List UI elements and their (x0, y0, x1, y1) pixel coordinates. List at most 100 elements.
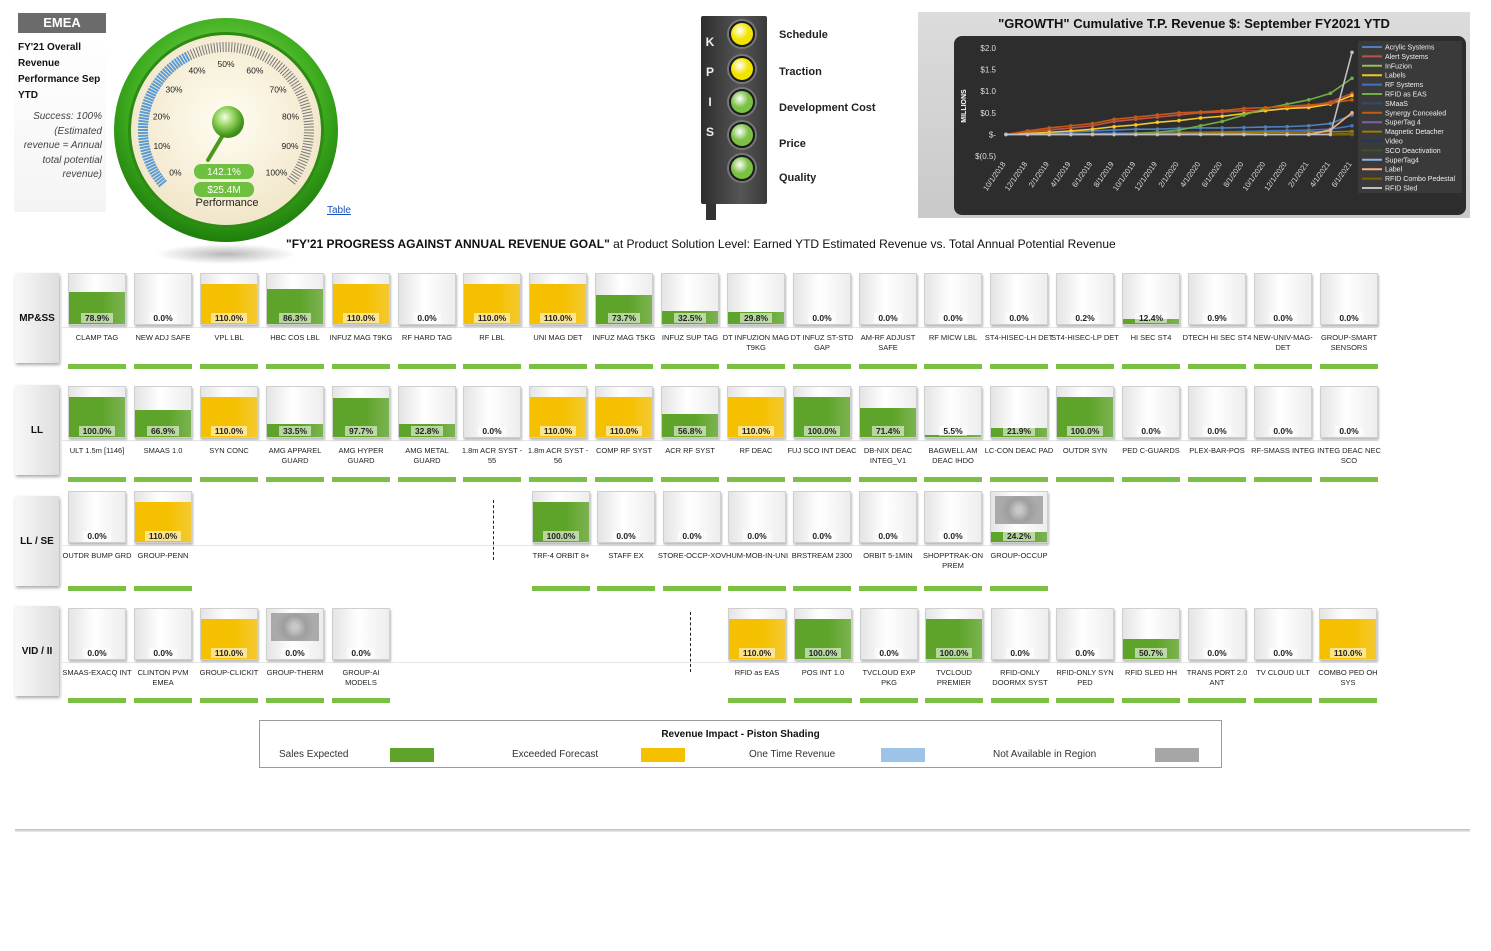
status-bar (1254, 698, 1312, 703)
status-bar (924, 586, 982, 591)
product-tile[interactable]: 0.0% (1320, 273, 1378, 325)
product-tile[interactable]: 110.0% (529, 273, 587, 325)
product-tile[interactable]: 100.0% (68, 386, 126, 438)
product-tile[interactable]: 0.0% (859, 273, 917, 325)
tile-label: INFUZ MAG T5KG (592, 333, 656, 342)
product-tile[interactable]: 0.0% (1254, 386, 1312, 438)
status-bar (200, 477, 258, 482)
product-tile[interactable]: 100.0% (1056, 386, 1114, 438)
product-tile[interactable]: 0.0% (398, 273, 456, 325)
chart-xtick: 6/1/2019 (1070, 160, 1094, 189)
tile-percent: 0.0% (874, 531, 902, 541)
product-tile[interactable]: 71.4% (859, 386, 917, 438)
product-tile[interactable]: 66.9% (134, 386, 192, 438)
chart-point (1112, 117, 1116, 122)
chart-legend-entry: SCO Deactivation (1385, 148, 1441, 155)
product-tile[interactable]: 0.0% (332, 608, 390, 660)
status-bar (990, 364, 1048, 369)
product-tile[interactable]: 0.0% (924, 273, 982, 325)
product-tile[interactable]: 110.0% (332, 273, 390, 325)
product-tile[interactable]: 0.0% (1188, 386, 1246, 438)
product-tile[interactable]: 110.0% (200, 608, 258, 660)
kpi-light-schedule (729, 21, 755, 47)
chart-point (1047, 132, 1052, 137)
product-tile[interactable]: 0.0% (463, 386, 521, 438)
table-link[interactable]: Table (327, 205, 351, 216)
product-tile[interactable]: 110.0% (1319, 608, 1377, 660)
legend-swatch (1155, 748, 1199, 762)
product-tile[interactable]: 5.5% (924, 386, 982, 438)
tile-label: DB-NIX DEAC INTEG_V1 (863, 446, 913, 465)
product-tile[interactable]: 0.0% (990, 273, 1048, 325)
chart-legend-entry: SuperTag4 (1385, 157, 1419, 164)
chart-point (1177, 128, 1181, 132)
product-tile[interactable]: 50.7% (1122, 608, 1180, 660)
product-tile[interactable]: 78.9% (68, 273, 126, 325)
product-tile[interactable]: 0.0% (68, 608, 126, 660)
product-tile[interactable]: 100.0% (532, 491, 590, 543)
product-tile[interactable]: 110.0% (463, 273, 521, 325)
product-tile[interactable]: 110.0% (200, 386, 258, 438)
tile-percent: 100.0% (935, 648, 973, 658)
product-tile[interactable]: 0.0% (134, 273, 192, 325)
product-tile[interactable]: 110.0% (529, 386, 587, 438)
product-tile[interactable]: 0.0% (793, 491, 851, 543)
gauge-tick-label: 100% (266, 167, 288, 177)
product-tile[interactable]: 0.0% (1188, 608, 1246, 660)
product-tile[interactable]: 24.2% (990, 491, 1048, 543)
not-available-pattern (271, 613, 319, 641)
product-tile[interactable]: 33.5% (266, 386, 324, 438)
product-tile[interactable]: 97.7% (332, 386, 390, 438)
product-tile[interactable]: 110.0% (134, 491, 192, 543)
kpi-label: Quality (779, 172, 817, 184)
gauge-value-amt: $25.4M (207, 185, 240, 196)
product-tile[interactable]: 0.0% (793, 273, 851, 325)
product-tile[interactable]: 0.0% (924, 491, 982, 543)
product-tile[interactable]: 110.0% (200, 273, 258, 325)
tile-percent: 0.0% (1071, 648, 1099, 658)
product-tile[interactable]: 0.0% (134, 608, 192, 660)
status-bar (793, 586, 851, 591)
gauge-label: Performance (196, 197, 259, 209)
product-tile[interactable]: 0.0% (728, 491, 786, 543)
status-bar (924, 364, 982, 369)
tile-label: RF LBL (479, 333, 505, 342)
product-tile[interactable]: 0.0% (860, 608, 918, 660)
chart-point (1328, 121, 1333, 126)
product-tile[interactable]: 56.8% (661, 386, 719, 438)
product-tile[interactable]: 0.0% (1254, 273, 1312, 325)
product-tile[interactable]: 110.0% (595, 386, 653, 438)
product-tile[interactable]: 73.7% (595, 273, 653, 325)
tile-label: GROUP-SMART SENSORS (1320, 333, 1378, 352)
product-tile[interactable]: 29.8% (727, 273, 785, 325)
tile-label: FUJ SCO INT DEAC (787, 446, 857, 455)
status-bar (398, 477, 456, 482)
product-tile[interactable]: 100.0% (925, 608, 983, 660)
product-tile[interactable]: 86.3% (266, 273, 324, 325)
product-tile[interactable]: 0.0% (1056, 608, 1114, 660)
product-tile[interactable]: 0.9% (1188, 273, 1246, 325)
product-tile[interactable]: 0.0% (266, 608, 324, 660)
status-bar (859, 364, 917, 369)
product-tile[interactable]: 0.0% (663, 491, 721, 543)
product-tile[interactable]: 21.9% (990, 386, 1048, 438)
product-tile[interactable]: 0.0% (1254, 608, 1312, 660)
product-tile[interactable]: 0.0% (1320, 386, 1378, 438)
product-tile[interactable]: 0.0% (991, 608, 1049, 660)
chart-legend-entry: Magnetic Detacher (1385, 129, 1444, 136)
product-tile[interactable]: 0.0% (859, 491, 917, 543)
product-tile[interactable]: 12.4% (1122, 273, 1180, 325)
product-tile[interactable]: 32.5% (661, 273, 719, 325)
product-tile[interactable]: 0.0% (597, 491, 655, 543)
product-tile[interactable]: 0.0% (68, 491, 126, 543)
product-tile[interactable]: 110.0% (727, 386, 785, 438)
product-tile[interactable]: 32.8% (398, 386, 456, 438)
product-tile[interactable]: 100.0% (794, 608, 852, 660)
product-tile[interactable]: 0.0% (1122, 386, 1180, 438)
product-tile[interactable]: 110.0% (728, 608, 786, 660)
chart-legend-entry: RFID as EAS (1385, 92, 1427, 99)
product-tile[interactable]: 0.2% (1056, 273, 1114, 325)
tile-percent: 0.0% (1005, 313, 1033, 323)
product-tile[interactable]: 100.0% (793, 386, 851, 438)
